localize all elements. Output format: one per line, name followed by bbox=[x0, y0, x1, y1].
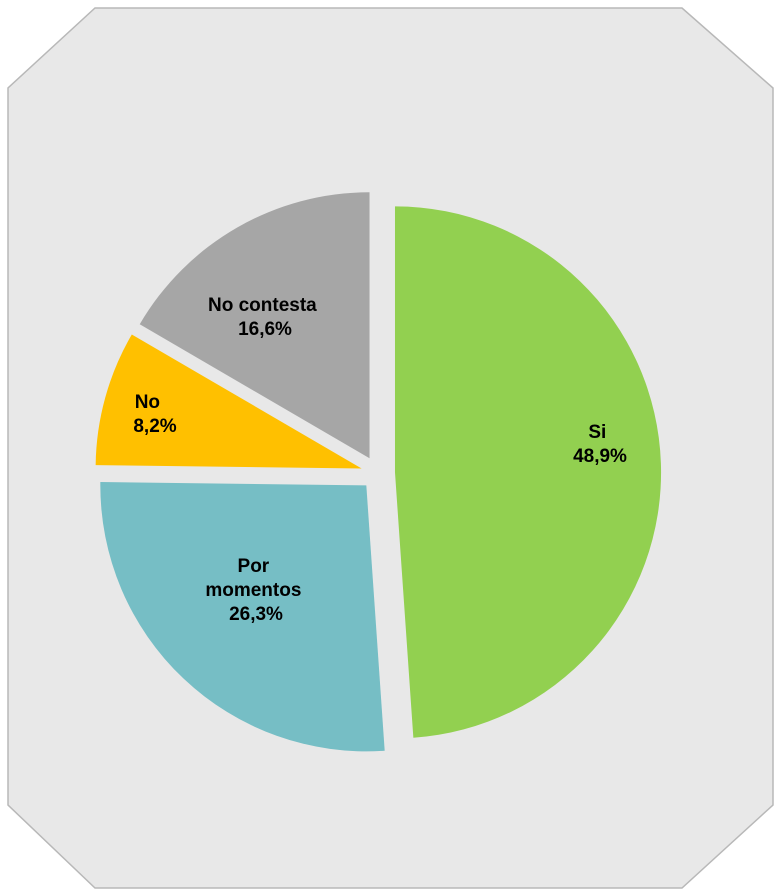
pie-labels: Si 48,9% Por momentos 26,3% No 8,2% No c… bbox=[133, 295, 627, 625]
pie-slice-por-momentos bbox=[100, 482, 385, 752]
pie-slices bbox=[95, 192, 662, 752]
slice-label-si: Si 48,9% bbox=[573, 422, 627, 467]
pie-slice-no-contesta bbox=[139, 192, 370, 459]
slice-label-no-contesta: No contesta 16,6% bbox=[208, 295, 322, 340]
slice-label-no: No 8,2% bbox=[133, 392, 176, 437]
slice-label-por-momentos: Por momentos 26,3% bbox=[205, 556, 306, 625]
pie-slice-no bbox=[95, 334, 362, 469]
pie-slice-si bbox=[394, 206, 662, 738]
